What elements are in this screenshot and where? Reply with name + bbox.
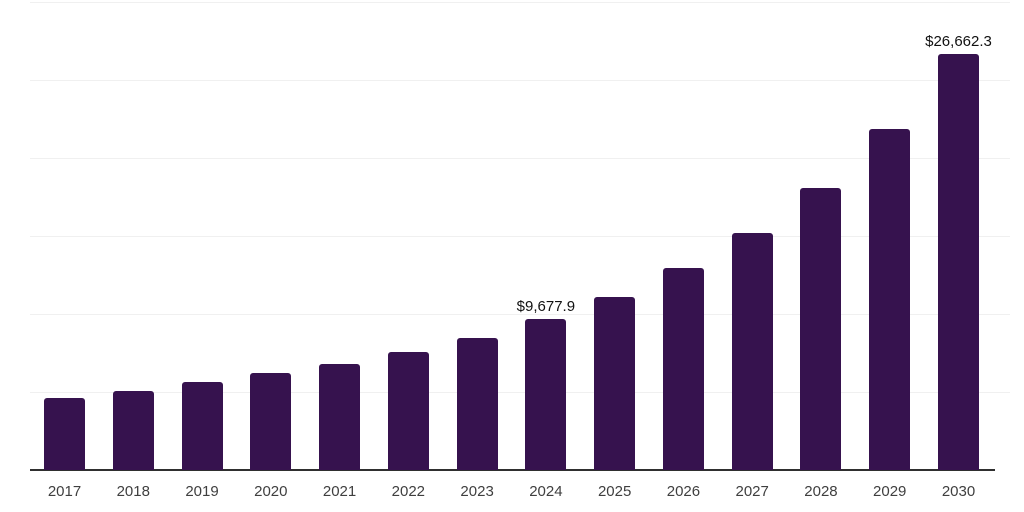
x-axis-tick-labels: 2017 2018 2019 2020 2021 2022 2023 2024 2025 2026… bbox=[30, 483, 994, 507]
bar-2018 bbox=[112, 391, 154, 470]
x-tick-2017: 2017 bbox=[47, 483, 82, 500]
bar-2029 bbox=[869, 128, 911, 470]
bar-2028 bbox=[800, 188, 842, 470]
bar-2019 bbox=[181, 382, 223, 470]
gridline bbox=[30, 392, 1010, 393]
bar-2026 bbox=[662, 267, 704, 470]
x-tick-2019: 2019 bbox=[185, 483, 219, 500]
x-tick-2027: 2027 bbox=[735, 483, 769, 500]
x-tick-2024: 2024 bbox=[529, 483, 563, 500]
x-tick-2028: 2028 bbox=[804, 483, 838, 500]
bar-2022 bbox=[387, 352, 429, 470]
gridline bbox=[30, 158, 1010, 159]
data-label-2030: $26,662.3 bbox=[925, 33, 992, 51]
x-tick-2018: 2018 bbox=[116, 483, 150, 500]
bar-2023 bbox=[456, 337, 498, 470]
x-tick-2020: 2020 bbox=[254, 483, 288, 500]
bar-2021 bbox=[319, 364, 361, 470]
gridline bbox=[30, 314, 1010, 315]
x-axis-line bbox=[30, 469, 995, 471]
x-tick-2025: 2025 bbox=[597, 483, 632, 500]
gridline bbox=[30, 236, 1010, 237]
bar-2027 bbox=[731, 233, 773, 470]
x-tick-2023: 2023 bbox=[460, 483, 494, 500]
bar-2024 bbox=[525, 319, 567, 470]
bar-2030 bbox=[938, 54, 979, 470]
bars-layer: $9,677.9 $26,662.3 bbox=[30, 2, 994, 470]
x-tick-2026: 2026 bbox=[666, 483, 701, 500]
bar-2017 bbox=[44, 398, 85, 470]
bar-2025 bbox=[594, 297, 636, 470]
x-tick-2022: 2022 bbox=[391, 483, 426, 500]
gridlines-layer bbox=[30, 2, 1010, 470]
x-tick-2030: 2030 bbox=[941, 483, 976, 500]
x-tick-2021: 2021 bbox=[322, 483, 357, 500]
x-tick-2029: 2029 bbox=[873, 483, 907, 500]
gridline bbox=[30, 2, 1010, 3]
gridline bbox=[30, 80, 1010, 81]
data-label-2024: $9,677.9 bbox=[516, 298, 576, 316]
bar-2020 bbox=[250, 373, 292, 470]
